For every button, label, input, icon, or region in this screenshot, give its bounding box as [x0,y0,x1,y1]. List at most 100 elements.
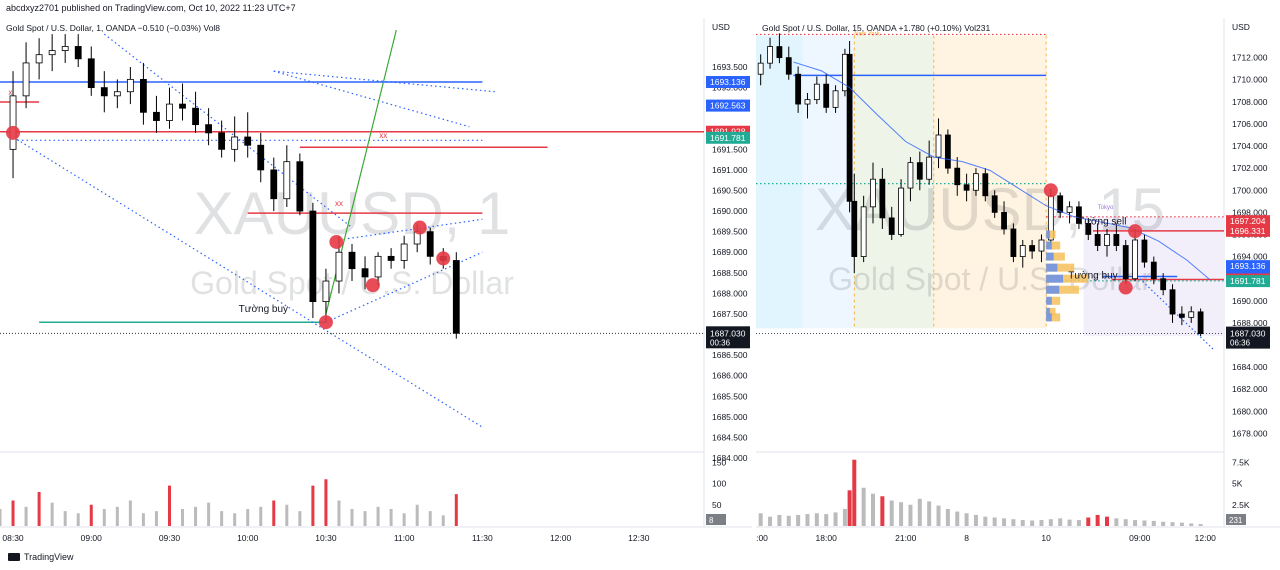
volume-bar [402,513,406,526]
price-tag-label: 1691.928 [710,127,746,137]
chart-panel-1m[interactable]: XAUUSD, 1 Gold Spot / U.S. Dollar Gold Spo… [0,18,752,546]
candle-down [879,178,886,219]
price-tag-bg [706,99,750,112]
candle-down [244,136,252,146]
candle-up [1066,206,1073,213]
volume-bar [945,509,950,526]
volume-bar-red [311,485,315,526]
volume-bar [376,506,380,526]
candle-down [1085,223,1092,235]
signal-marker [412,220,427,235]
candle-down [1010,228,1017,257]
volume-bar-red [89,504,93,526]
volume-bar [768,516,773,526]
candle-up [973,173,979,191]
candle-down [823,83,830,108]
volume-bar [415,504,419,526]
candle-up [813,83,820,101]
volume-bar [1179,522,1184,526]
price-tag-label: 1692.563 [710,101,746,111]
tradingview-footer: TradingView [8,552,74,562]
candle-down [846,53,853,202]
volume-profile-bar-buy [1046,307,1050,316]
volume-bar [964,513,969,526]
volume-bar [758,513,763,526]
y-tick-label: 1688.000 [712,288,748,298]
dotted-trend-line [12,136,483,428]
chart-legend: Gold Spot / U.S. Dollar, 1, OANDA −0.510… [6,23,220,33]
candle-down [944,134,951,169]
volume-bar [814,513,819,526]
x-tick-label: 21:00 [895,533,917,543]
moving-average-line [793,61,1211,281]
candle-up [1132,239,1138,280]
volume-bar [1011,519,1016,526]
x-tick-label: 12:00 [1195,533,1217,543]
y-tick-label: 1712.000 [1232,53,1268,63]
x-tick-label: 10:30 [315,533,337,543]
volume-bar [1170,522,1175,526]
volume-bar-red [1105,516,1109,526]
candle-down [192,107,199,126]
dotted-trend-line [338,218,483,241]
volume-bar [1133,520,1138,526]
candle-down [954,167,961,186]
candle-down [270,169,278,200]
volume-bar-red [1086,517,1091,526]
volume-bar [441,515,445,526]
y-tick-label: 1690.500 [712,186,748,196]
y-tick-label: 1685.000 [712,412,748,422]
y-tick-label: 1680.000 [1232,406,1268,416]
volume-profile-bar-buy [1046,230,1050,239]
candle-up [48,50,56,56]
candle-down [452,260,460,334]
price-tag-bg [1226,215,1270,228]
candle-down [1057,195,1064,213]
chart-panel-15m[interactable]: New York Tokyo XAUUSD, 15 Gold Spot / U.S. … [756,18,1280,546]
dotted-trend-line [325,251,483,323]
y-tick-label: 1691.000 [712,165,748,175]
chart-annotation: xx [379,131,387,140]
volume-tick-label: 150 [712,457,726,467]
volume-profile-bar [1046,252,1065,261]
tradingview-logo-icon [8,553,20,561]
session-zone [854,35,934,329]
candle-up [832,90,839,108]
candle-down [1160,278,1167,291]
candle-up [926,156,933,180]
y-tick-label: 1688.500 [712,268,748,278]
volume-last-label: 8 [709,516,714,525]
y-tick-label: 1702.000 [1232,163,1268,173]
volume-profile-bar [1046,313,1061,322]
volume-bar [298,511,302,526]
volume-bar [0,509,2,526]
candle-down [74,46,82,60]
y-tick-label: 1686.500 [712,350,748,360]
candle-down [361,268,369,278]
candle-down [205,124,212,134]
price-tag-label: 1691.781 [710,133,746,143]
x-tick-label: 10:00 [237,533,259,543]
volume-last-tag-bg [1226,514,1246,525]
candle-down [87,58,95,89]
candle-down [1197,311,1204,335]
volume-bar [115,506,119,526]
currency-label: USD [1232,22,1250,32]
volume-bar [428,511,432,526]
y-tick-label: 1690.000 [712,206,748,216]
candle-up [870,178,876,208]
y-tick-label: 1698.000 [1232,207,1268,217]
last-price-countdown: 06:36 [1230,339,1251,348]
x-tick-label: 09:30 [159,533,181,543]
candle-up [1019,245,1026,257]
volume-tick-label: 50 [712,500,722,510]
candle-up [126,78,134,93]
x-tick-label: 12:00 [550,533,572,543]
volume-bar [917,498,922,526]
candle-down [1076,206,1082,224]
y-tick-label: 1684.000 [1232,362,1268,372]
candle-up [9,95,17,150]
volume-bar [1020,520,1025,526]
